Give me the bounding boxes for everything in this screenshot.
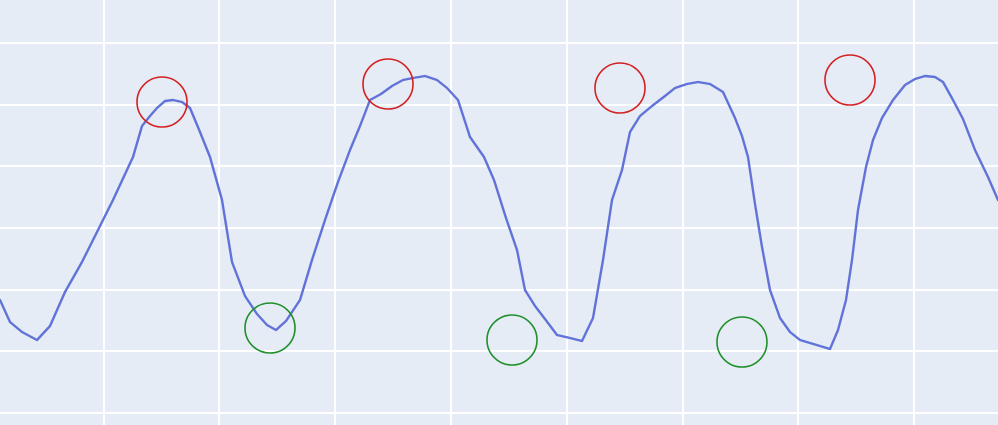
trough-circle [244, 302, 296, 354]
peak-circle [362, 58, 414, 110]
trough-circle [716, 316, 768, 368]
peak-circle [824, 54, 876, 106]
trough-circle [486, 314, 538, 366]
extrema-markers [136, 54, 876, 368]
peak-circle [594, 62, 646, 114]
peak-circle [136, 76, 188, 128]
